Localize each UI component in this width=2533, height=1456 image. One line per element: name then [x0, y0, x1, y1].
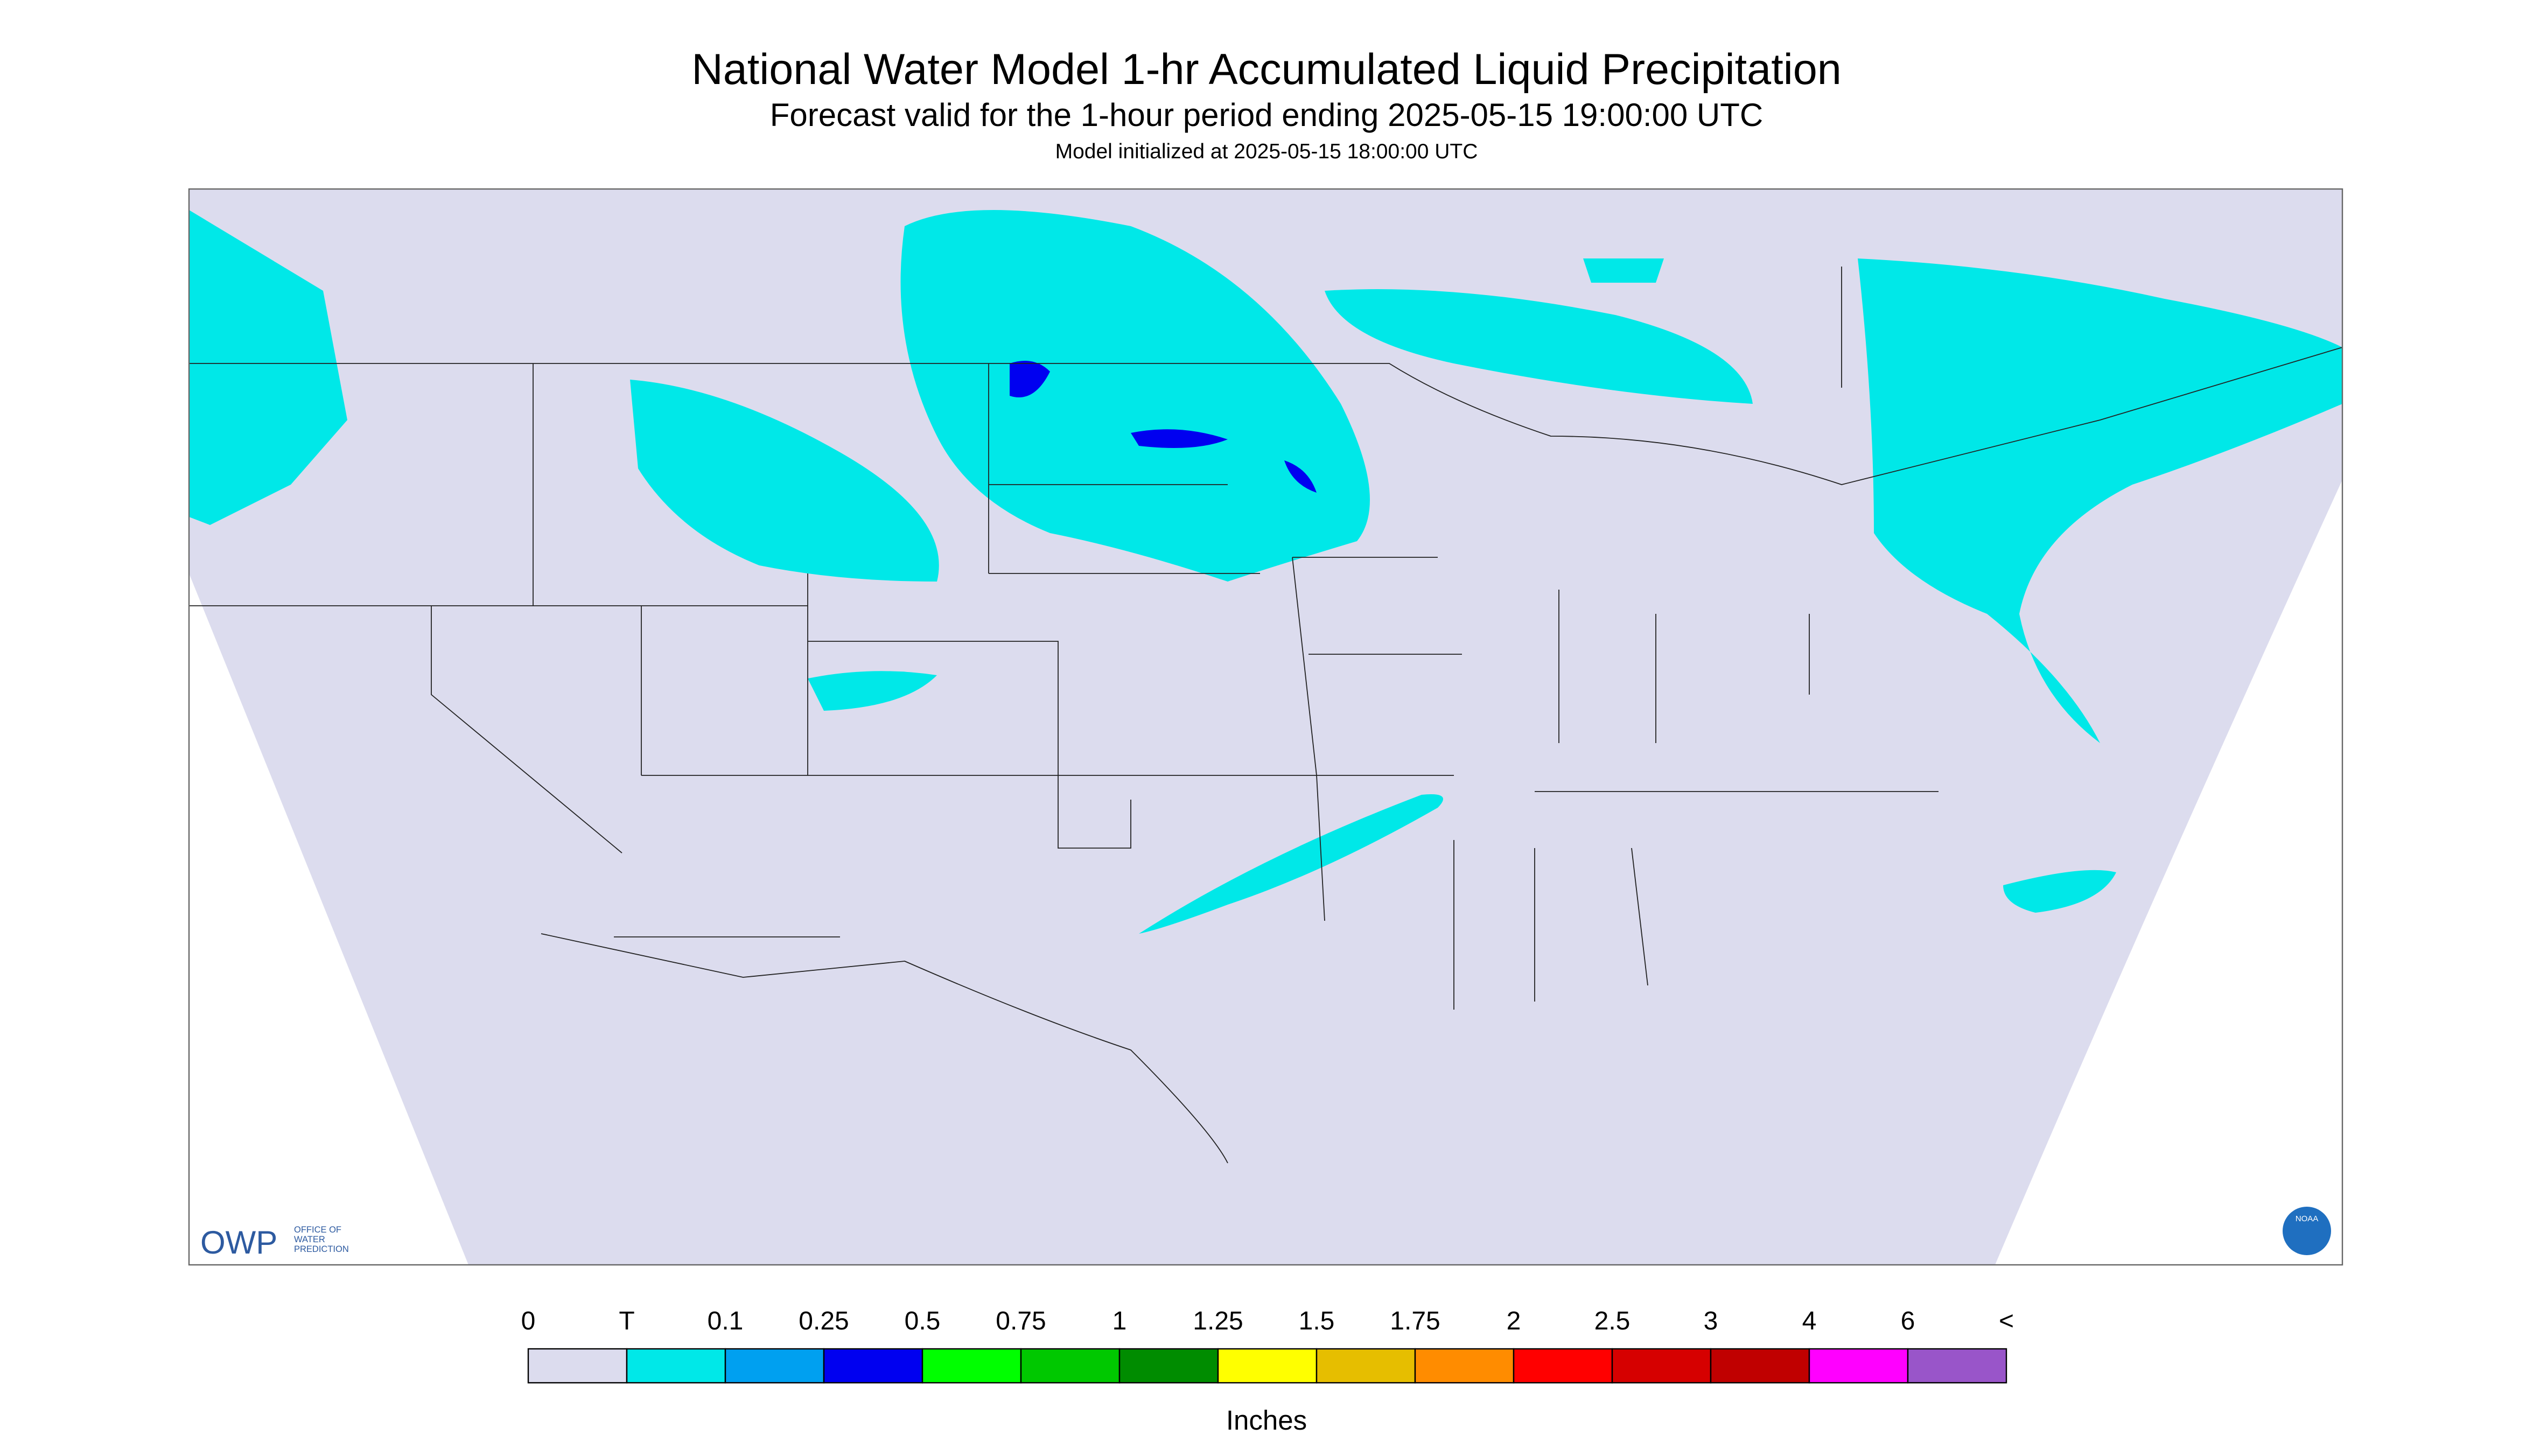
legend-swatch [1907, 1348, 2007, 1384]
legend-swatch [1316, 1348, 1416, 1384]
legend-swatch [921, 1348, 1022, 1384]
legend-label: 6 [1901, 1307, 1915, 1335]
legend: 0 T 0.1 0.25 0.5 0.75 1 1.25 1.5 1.75 2 2.5 3 4 6 < [521, 1307, 2014, 1384]
legend-label: 1.5 [1299, 1307, 1335, 1335]
owp-logo: OWP [200, 1224, 277, 1261]
subtitle: Forecast valid for the 1-hour period end… [770, 97, 1763, 133]
owp-logo-text: OFFICE OF [294, 1225, 341, 1235]
borders [189, 267, 2343, 1164]
legend-label: 0.1 [708, 1307, 744, 1335]
owp-logo-text: WATER [294, 1235, 325, 1244]
legend-label: 2.5 [1594, 1307, 1631, 1335]
legend-swatch [626, 1348, 726, 1384]
legend-swatch [1808, 1348, 1909, 1384]
noaa-logo [2283, 1207, 2331, 1256]
legend-swatch [527, 1348, 628, 1384]
legend-swatch [1020, 1348, 1121, 1384]
legend-label: 4 [1802, 1307, 1817, 1335]
legend-label: 0.25 [799, 1307, 849, 1335]
legend-unit: Inches [1226, 1405, 1307, 1436]
legend-swatch [1710, 1348, 1810, 1384]
legend-label: < [1999, 1307, 2014, 1335]
legend-swatch [724, 1348, 825, 1384]
owp-logo-text: PREDICTION [294, 1244, 349, 1254]
legend-swatch [1217, 1348, 1318, 1384]
legend-label: 0.5 [905, 1307, 941, 1335]
heavy-precip [1010, 361, 1317, 493]
legend-swatch [1611, 1348, 1712, 1384]
precip-areas [189, 210, 2342, 934]
init-time: Model initialized at 2025-05-15 18:00:00… [1055, 140, 1478, 163]
legend-label: 0 [521, 1307, 536, 1335]
legend-label: 1.75 [1390, 1307, 1440, 1335]
title: National Water Model 1-hr Accumulated Li… [691, 45, 1842, 94]
map: OWP OFFICE OF WATER PREDICTION NOAA [188, 188, 2343, 1266]
noaa-logo-text: NOAA [2296, 1214, 2319, 1223]
legend-label: 3 [1704, 1307, 1718, 1335]
legend-label: T [619, 1307, 634, 1335]
legend-label: 1.25 [1193, 1307, 1243, 1335]
legend-swatch [1414, 1348, 1515, 1384]
legend-label: 1 [1112, 1307, 1127, 1335]
legend-swatch [823, 1348, 923, 1384]
legend-swatch [1513, 1348, 1613, 1384]
legend-label: 0.75 [996, 1307, 1046, 1335]
legend-swatch [1118, 1348, 1219, 1384]
legend-label: 2 [1507, 1307, 1521, 1335]
